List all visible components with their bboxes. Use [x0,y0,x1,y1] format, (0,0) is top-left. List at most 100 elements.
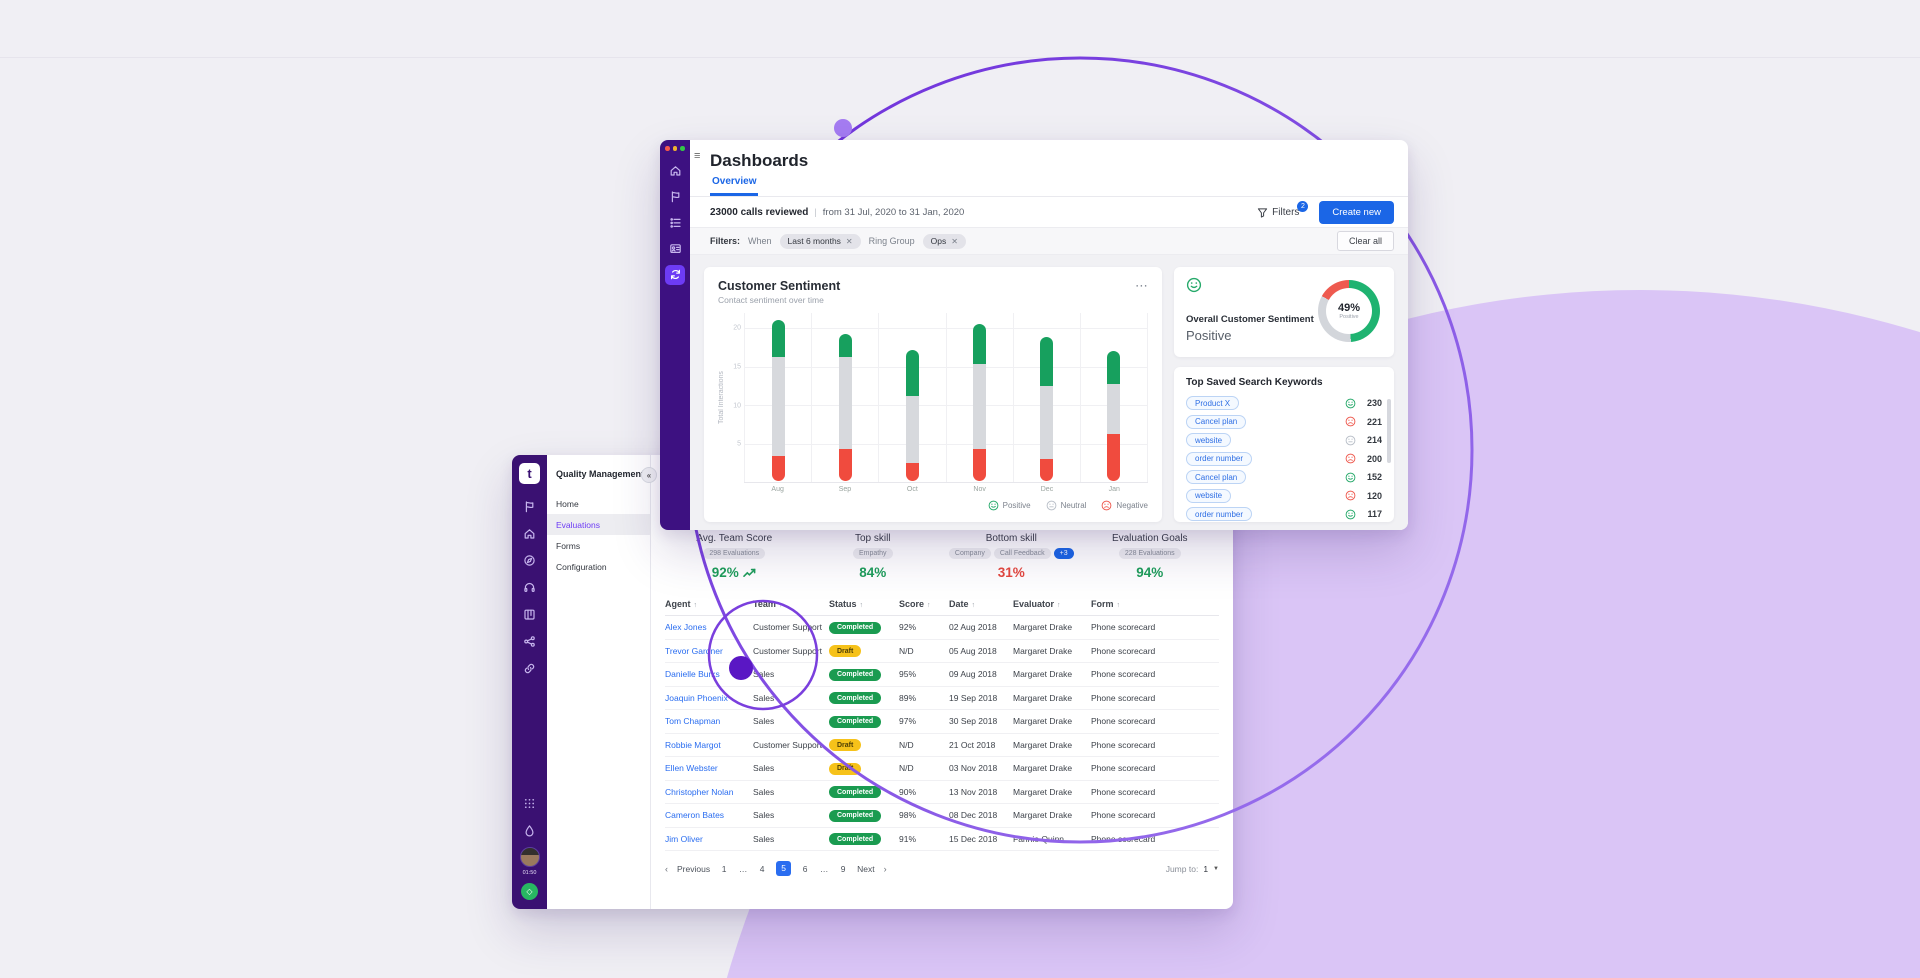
stat-evaluation-goals: Evaluation Goals 228 Evaluations 94% [1081,533,1220,580]
sidebar-item-home[interactable]: Home [556,498,579,509]
close-button[interactable] [665,146,670,151]
qm-sidebar-item-home[interactable] [521,525,538,542]
team-cell: Sales [753,786,775,797]
agent-link[interactable]: Joaquin Phoenix [665,692,728,703]
qm-sidebar-item-kanban[interactable] [521,606,538,623]
clear-all-button[interactable]: Clear all [1336,231,1394,251]
sort-asc-icon[interactable]: ↑ [1057,602,1061,609]
x-tick-label: Jan [1108,486,1120,493]
card-menu-icon[interactable]: ⋯ [1135,278,1148,293]
keyword-chip[interactable]: order number [1186,451,1253,466]
column-header-status[interactable]: Status ↑ [829,599,864,609]
chevron-down-icon[interactable]: ▼ [1213,865,1219,872]
zoom-button[interactable] [680,146,685,151]
scrollbar[interactable] [1387,399,1391,463]
user-avatar[interactable] [519,847,540,867]
sidebar-item-configuration[interactable]: Configuration [556,561,607,572]
keyword-chip[interactable]: Product X [1186,396,1240,411]
dash-sidebar-item-home[interactable] [665,161,685,181]
agent-link[interactable]: Jim Oliver [665,833,703,844]
tab-overview[interactable]: Overview [710,174,759,196]
agent-link[interactable]: Cameron Bates [665,810,725,821]
page-button-1[interactable]: 1 [721,863,727,874]
qm-sidebar-item-link[interactable] [521,660,538,677]
dash-sidebar-item-contact-card[interactable] [665,239,685,259]
score-cell: 90% [899,786,917,797]
sidebar-item-forms[interactable]: Forms [556,540,581,551]
talkdesk-logo[interactable]: t [519,463,540,484]
keyword-chip[interactable]: Cancel plan [1186,414,1247,429]
availability-status-icon[interactable]: ◇ [521,883,538,900]
filter-chip[interactable]: Ops ✕ [922,233,966,249]
evaluator-cell: Margaret Drake [1013,622,1073,633]
column-header-evaluator[interactable]: Evaluator ↑ [1013,599,1061,609]
sort-asc-icon[interactable]: ↑ [1116,602,1121,609]
stacked-bar[interactable] [1107,351,1121,481]
keyword-chip[interactable]: Cancel plan [1186,470,1247,485]
next-chevron-icon[interactable]: › [883,863,887,874]
agent-link[interactable]: Danielle Burks [665,669,720,680]
jump-to-select[interactable]: 1 [1203,863,1209,874]
agent-link[interactable]: Alex Jones [665,622,707,633]
agent-link[interactable]: Ellen Webster [665,763,718,774]
qm-bottom-item-grid[interactable] [520,793,540,813]
qm-sidebar-bottom-icons [520,793,540,840]
agent-link[interactable]: Robbie Margot [665,739,721,750]
keyword-chip[interactable]: website [1186,433,1232,448]
bar-segment-positive [771,319,785,358]
prev-chevron-icon[interactable]: ‹ [665,863,668,874]
sort-asc-icon[interactable]: ↑ [693,602,698,609]
minimize-button[interactable] [672,146,678,151]
drop-icon [525,824,534,836]
previous-button[interactable]: Previous [677,863,711,874]
filters-button[interactable]: Filters 2 [1257,200,1309,218]
column-header-agent[interactable]: Agent ↑ [665,599,698,609]
table-row: Tom Chapman Sales Completed 97% 30 Sep 2018 M… [665,710,1219,734]
create-new-button[interactable]: Create new [1319,200,1394,224]
keyword-chip[interactable]: website [1186,488,1232,503]
sidebar-item-evaluations[interactable]: Evaluations [547,514,650,535]
remove-filter-icon[interactable]: ✕ [845,236,853,246]
status-badge: Completed [829,833,882,845]
keyword-chip[interactable]: order number [1186,507,1253,522]
qm-sidebar-item-headset[interactable] [521,579,538,596]
stacked-bar[interactable] [905,350,919,481]
qm-bottom-item-drop[interactable] [520,820,540,840]
filter-chip[interactable]: Last 6 months ✕ [779,233,861,249]
more-badge[interactable]: +3 [1053,548,1074,559]
page-button-4[interactable]: 4 [759,863,765,874]
sort-asc-icon[interactable]: ↑ [971,602,976,609]
menu-toggle-icon[interactable]: ≡ [694,150,701,162]
sort-asc-icon[interactable]: ↑ [778,602,783,609]
page-button-9[interactable]: 9 [840,863,846,874]
column-header-date[interactable]: Date ↑ [949,599,976,609]
stacked-bar[interactable] [973,323,987,481]
agent-link[interactable]: Trevor Gardner [665,645,723,656]
column-header-team[interactable]: Team ↑ [753,599,783,609]
qm-sidebar-item-flag[interactable] [521,498,538,515]
stacked-bar[interactable] [1040,337,1054,481]
qm-sidebar-item-compass[interactable] [521,552,538,569]
next-button[interactable]: Next [857,863,875,874]
dash-sidebar-item-list[interactable] [665,213,685,233]
stacked-bar[interactable] [771,319,785,481]
score-cell: 92% [899,622,917,633]
page-button-5[interactable]: 5 [776,861,792,876]
column-header-score[interactable]: Score ↑ [899,599,931,609]
sort-asc-icon[interactable]: ↑ [927,602,931,609]
qm-sidebar-item-share[interactable] [521,633,538,650]
legend-item-negative: Negative [1101,500,1148,511]
agent-link[interactable]: Tom Chapman [665,716,721,727]
column-header-form[interactable]: Form ↑ [1091,599,1121,609]
collapse-panel-button[interactable]: « [641,467,657,483]
agent-link[interactable]: Christopher Nolan [665,786,734,797]
stat-value: 94% [1136,565,1164,580]
remove-filter-icon[interactable]: ✕ [951,236,958,246]
negative-face-icon [1345,453,1356,464]
page-button-6[interactable]: 6 [802,863,808,874]
dash-sidebar-item-sync[interactable] [665,264,685,285]
sort-asc-icon[interactable]: ↑ [859,602,864,609]
dash-sidebar-item-flag[interactable] [665,187,685,207]
stacked-bar[interactable] [838,334,852,481]
date-cell: 30 Sep 2018 [949,716,998,727]
